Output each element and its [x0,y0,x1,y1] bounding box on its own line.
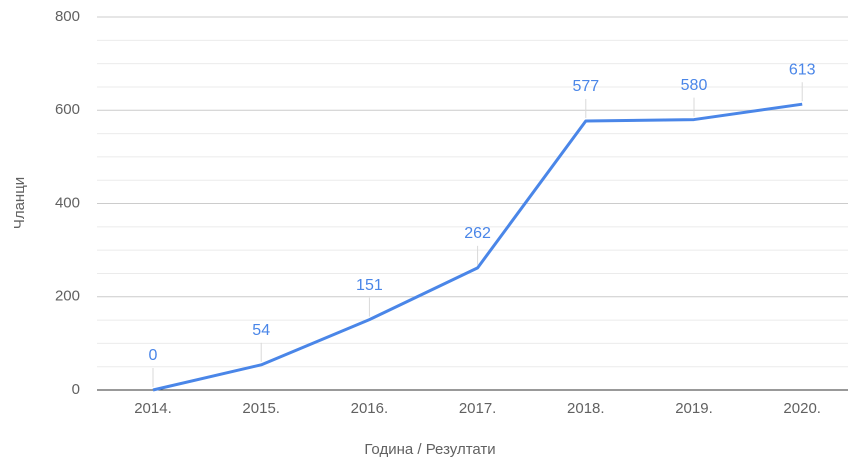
y-tick-label: 0 [72,381,80,398]
y-tick-label: 400 [55,194,80,211]
x-tick-label: 2015. [242,400,280,417]
x-tick-label: 2020. [783,400,821,417]
data-label: 580 [681,77,708,94]
x-tick-label: 2016. [351,400,389,417]
data-label: 0 [149,347,158,364]
x-axis-label: Година / Резултати [364,441,495,458]
y-tick-label: 800 [55,8,80,25]
data-label: 54 [252,322,270,339]
x-tick-label: 2017. [459,400,497,417]
x-tick-label: 2014. [134,400,172,417]
data-line [152,102,803,392]
y-tick-label: 600 [55,101,80,118]
data-label: 151 [356,277,383,294]
y-axis-label: Чланци [11,177,28,229]
x-tick-label: 2018. [567,400,605,417]
y-tick-label: 200 [55,288,80,305]
data-label: 613 [789,61,816,78]
data-label: 577 [572,78,599,95]
data-label: 262 [464,225,491,242]
x-tick-label: 2019. [675,400,713,417]
